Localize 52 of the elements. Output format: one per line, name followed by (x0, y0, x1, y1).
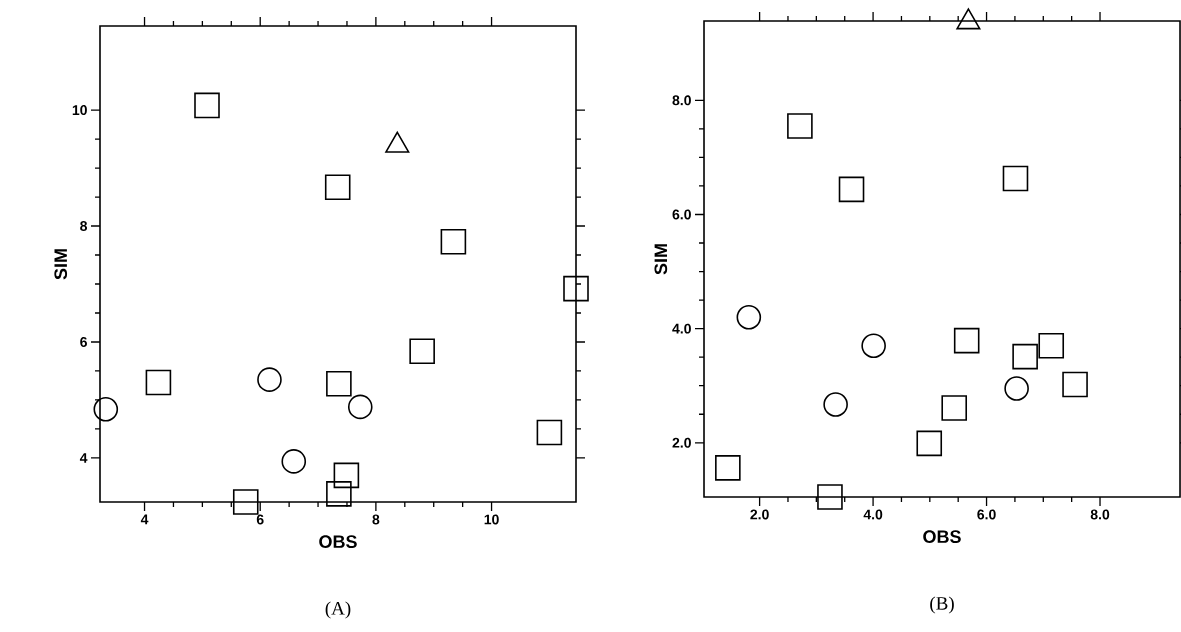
point (715, 455, 741, 481)
point (941, 395, 968, 421)
point (953, 327, 980, 354)
y-axis-title: SIM (654, 244, 668, 275)
text: (A) (325, 601, 351, 619)
point (823, 392, 848, 417)
point (333, 462, 360, 489)
text: (B) (930, 596, 954, 614)
point (409, 338, 435, 365)
point (817, 484, 843, 510)
x-tick-label: 2.0 (750, 509, 769, 520)
x-tick-label: 6 (256, 514, 264, 525)
x-tick-label: 8 (372, 514, 380, 525)
x-tick-label: 6.0 (977, 509, 996, 520)
point (861, 333, 886, 359)
point (326, 481, 352, 507)
y-tick-label: 2.0 (672, 437, 691, 448)
point (838, 176, 865, 203)
point (536, 419, 563, 446)
point (324, 174, 351, 200)
point (787, 113, 813, 139)
x-axis-title: OBS (319, 535, 357, 549)
point (1062, 371, 1088, 398)
x-tick-label: 10 (484, 514, 499, 525)
y-tick-label: 4 (79, 453, 88, 463)
point (1038, 332, 1065, 359)
point (563, 275, 589, 302)
y-tick-label: 6 (80, 337, 87, 347)
point (145, 369, 172, 396)
point (232, 489, 259, 515)
x-tick-label: 8.0 (1090, 509, 1110, 520)
point (93, 396, 119, 422)
point (257, 367, 282, 392)
point (1012, 343, 1038, 370)
point (347, 394, 373, 420)
point (916, 430, 943, 457)
point (1004, 376, 1029, 401)
point (194, 92, 220, 119)
y-axis-title: SIM (54, 249, 68, 280)
y-tick-label: 6.0 (672, 209, 691, 220)
point (326, 370, 352, 397)
y-tick-label: 8.0 (672, 95, 691, 106)
point (281, 449, 307, 474)
point (736, 304, 762, 330)
y-tick-label: 8 (80, 221, 88, 231)
x-axis-title: OBS (923, 530, 961, 544)
x-tick-label: 4.0 (863, 509, 883, 520)
point (440, 228, 467, 255)
x-tick-label: 4 (140, 514, 149, 525)
y-tick-label: 4.0 (672, 323, 691, 334)
point (1002, 165, 1029, 192)
y-tick-label: 10 (72, 105, 87, 116)
